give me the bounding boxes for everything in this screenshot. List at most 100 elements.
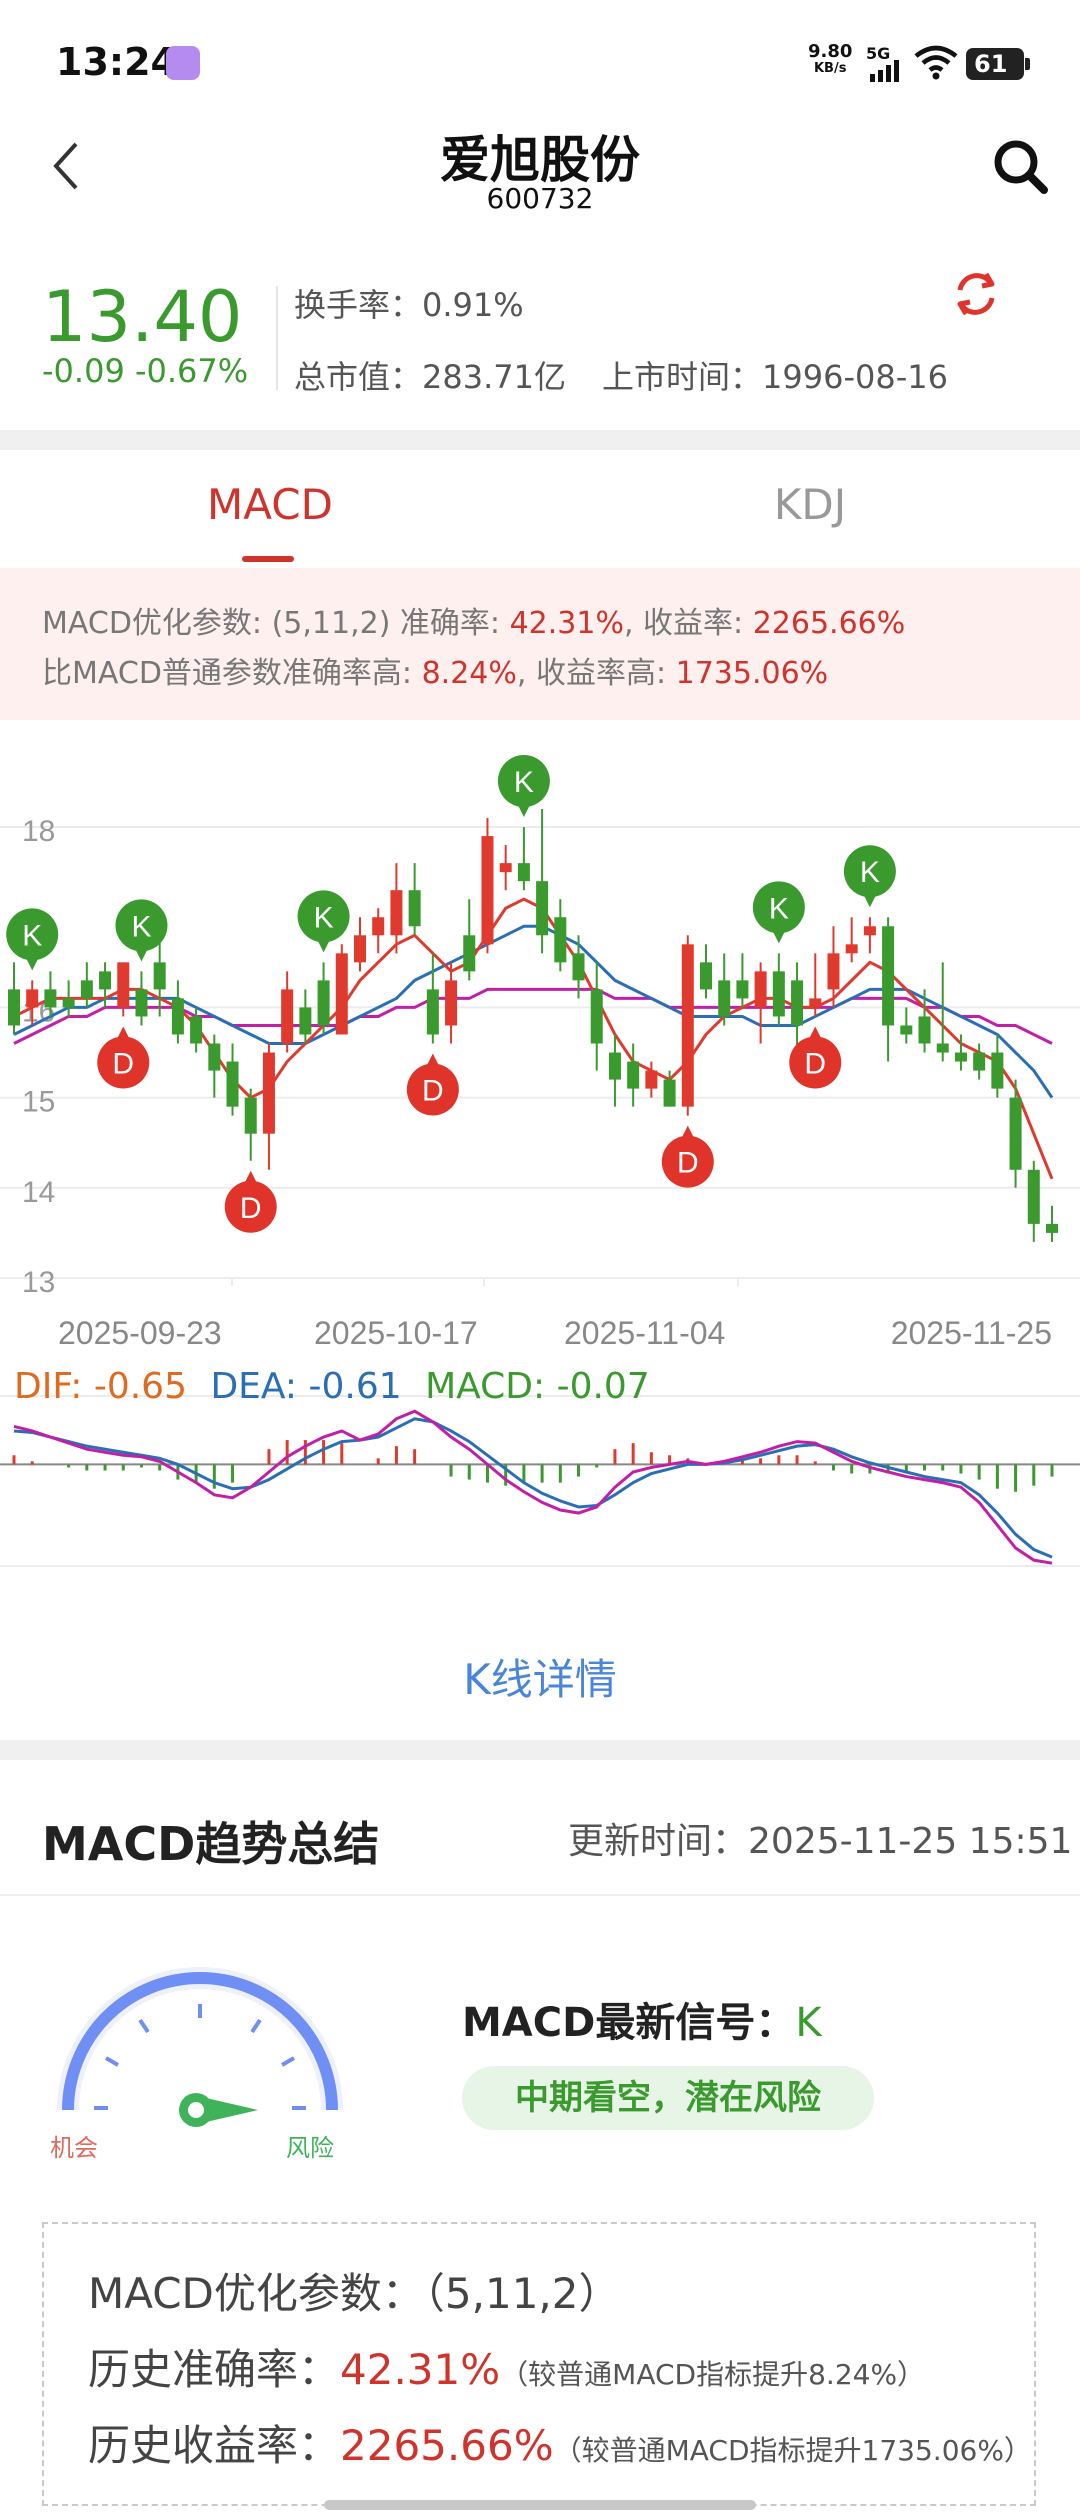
status-bar: 13:24 9.80 KB/s 5G 61 — [0, 0, 1080, 120]
buy-marker — [224, 1180, 277, 1233]
banner-l1-ret: 2265.66% — [752, 606, 906, 641]
network-type: 5G — [866, 44, 891, 63]
banner-line-2: 比MACD普通参数准确率高: 8.24%, 收益率高: 1735.06% — [42, 648, 828, 692]
candle-body — [244, 1097, 257, 1134]
price-tick-label: 14 — [22, 1176, 55, 1209]
kline-detail-link[interactable]: K线详情 — [463, 1655, 617, 1704]
latest-signal: MACD最新信号：K — [462, 1990, 822, 2048]
sell-marker — [497, 755, 550, 808]
net-speed-value: 9.80 — [808, 41, 853, 62]
candle-body — [973, 1052, 986, 1071]
candle-body — [171, 998, 184, 1035]
candle-body — [772, 971, 785, 1017]
turnover-value: 0.91% — [422, 286, 524, 324]
candle-body — [608, 1052, 621, 1080]
candle-body — [845, 944, 858, 954]
listing-label: 上市时间： — [602, 358, 763, 396]
ma-mid-line — [13, 924, 1054, 1099]
turnover-label: 换手率： — [294, 286, 423, 324]
date-tick-label: 2025-09-23 — [58, 1315, 222, 1351]
macd-value: MACD: -0.07 — [425, 1366, 650, 1407]
listing-date: 上市时间：1996-08-16 — [602, 352, 948, 398]
candle-body — [62, 998, 75, 1008]
sell-marker — [297, 890, 350, 943]
buy-marker — [406, 1063, 459, 1116]
sell-marker — [6, 908, 59, 961]
net-speed-unit: KB/s — [813, 61, 847, 76]
listing-value: 1996-08-16 — [762, 358, 948, 396]
update-time: 更新时间：2025-11-25 15:51 — [568, 1812, 1072, 1864]
candle-body — [190, 1016, 203, 1044]
candle-body — [681, 944, 694, 1107]
tab-macd[interactable]: MACD — [207, 480, 333, 529]
marker-label: D — [112, 1047, 134, 1080]
candle-body — [791, 980, 804, 1026]
candle-body — [354, 935, 366, 963]
home-indicator[interactable] — [324, 2500, 756, 2510]
signal-value: K — [795, 2000, 822, 2046]
price-change: -0.09 -0.67% — [42, 352, 249, 390]
candle-body — [663, 1079, 676, 1107]
candle-body — [991, 1052, 1004, 1089]
date-tick-label: 2025-10-17 — [314, 1315, 478, 1351]
update-label: 更新时间： — [568, 1821, 749, 1862]
mktcap-label: 总市值： — [294, 358, 423, 396]
candle-body — [863, 926, 876, 936]
candle-body — [918, 1016, 931, 1044]
section-separator — [0, 430, 1080, 450]
candle-body — [936, 1043, 949, 1053]
accuracy-value: 42.31% — [340, 2345, 501, 2394]
candle-body — [882, 926, 895, 1026]
candle-body — [1009, 1097, 1022, 1170]
sell-marker — [843, 845, 896, 898]
candle-body — [463, 935, 476, 972]
active-tab-indicator — [242, 556, 294, 562]
accuracy-label: 历史准确率： — [88, 2345, 341, 2394]
dea-label: DEA: — [210, 1366, 309, 1407]
section-separator — [0, 1740, 1080, 1760]
summary-title: MACD趋势总结 — [42, 1817, 380, 1871]
banner-l2-prefix: 比MACD普通参数准确率高: — [42, 656, 422, 691]
refresh-icon[interactable] — [950, 268, 1002, 320]
param-banner: MACD优化参数: (5,11,2) 准确率: 42.31%, 收益率: 226… — [0, 568, 1080, 720]
param-line: MACD优化参数：（5,11,2） — [88, 2269, 621, 2318]
dif-value: DIF: -0.65 — [14, 1366, 187, 1407]
candle-body — [517, 863, 530, 882]
chevron-left-icon[interactable] — [48, 138, 88, 194]
candle-body — [736, 980, 749, 999]
marker-label: D — [240, 1192, 262, 1225]
candle-body — [645, 1070, 658, 1089]
current-price: 13.40 — [42, 276, 243, 358]
marker-label: D — [677, 1147, 699, 1180]
divider — [0, 1894, 1080, 1896]
accuracy-note: （较普通MACD指标提升8.24%） — [500, 2358, 926, 2391]
candle-body — [390, 890, 403, 936]
candle-body — [117, 962, 130, 1008]
search-icon[interactable] — [992, 138, 1048, 194]
candle-body — [590, 989, 603, 1044]
signal-icon — [870, 60, 899, 82]
marker-label: D — [422, 1075, 444, 1108]
candle-body — [481, 836, 494, 945]
candle-body — [226, 1061, 239, 1107]
candle-body — [408, 890, 421, 927]
banner-l1-prefix: MACD优化参数: (5,11,2) 准确率: — [42, 606, 510, 641]
candle-body — [208, 1043, 221, 1071]
ma-short-line — [13, 897, 1054, 1180]
marker-label: K — [769, 892, 789, 925]
tab-kdj[interactable]: KDJ — [773, 480, 847, 529]
candle-body — [281, 989, 294, 1044]
candle-body — [499, 863, 512, 873]
price-tick-label: 18 — [22, 815, 55, 848]
candle-body — [572, 953, 585, 981]
dif-line — [13, 1409, 1053, 1565]
candle-body — [317, 980, 330, 1026]
candle-body — [1027, 1169, 1040, 1224]
ma-long-line — [13, 987, 1053, 1045]
dea-value: DEA: -0.61 — [210, 1366, 401, 1407]
banner-l1-mid: , 收益率: — [623, 606, 753, 641]
dif-number: -0.65 — [93, 1366, 187, 1407]
battery-icon: 61 — [966, 48, 1030, 80]
marker-label: K — [314, 901, 334, 934]
